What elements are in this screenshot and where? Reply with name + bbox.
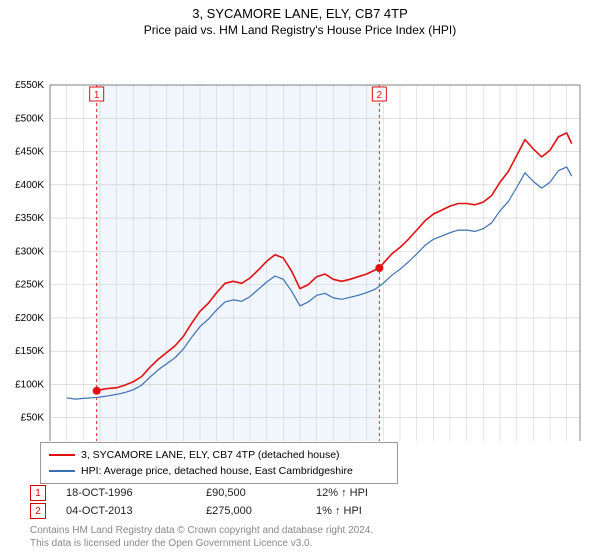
legend-swatch-property [49, 454, 75, 456]
svg-text:1: 1 [94, 90, 100, 101]
svg-text:£200K: £200K [15, 313, 44, 324]
price-chart: £0£50K£100K£150K£200K£250K£300K£350K£400… [0, 41, 600, 441]
svg-text:£50K: £50K [21, 413, 45, 424]
svg-text:£500K: £500K [15, 113, 44, 124]
svg-text:£550K: £550K [15, 80, 44, 91]
legend-item-property: 3, SYCAMORE LANE, ELY, CB7 4TP (detached… [49, 447, 389, 463]
legend-label-property: 3, SYCAMORE LANE, ELY, CB7 4TP (detached… [81, 447, 340, 463]
keypoint-marker-2: 2 [30, 503, 46, 519]
svg-text:£300K: £300K [15, 246, 44, 257]
footer-attribution: Contains HM Land Registry data © Crown c… [30, 524, 373, 550]
keypoint-hpi: 12% ↑ HPI [316, 487, 368, 499]
svg-text:2: 2 [377, 90, 383, 101]
svg-text:£100K: £100K [15, 379, 44, 390]
chart-subtitle: Price paid vs. HM Land Registry's House … [0, 21, 600, 41]
chart-title: 3, SYCAMORE LANE, ELY, CB7 4TP [0, 0, 600, 21]
svg-text:£450K: £450K [15, 147, 44, 158]
legend-item-hpi: HPI: Average price, detached house, East… [49, 463, 389, 479]
footer-line-2: This data is licensed under the Open Gov… [30, 537, 373, 550]
svg-text:£400K: £400K [15, 180, 44, 191]
footer-line-1: Contains HM Land Registry data © Crown c… [30, 524, 373, 537]
keypoints-table: 1 18-OCT-1996 £90,500 12% ↑ HPI 2 04-OCT… [30, 484, 368, 520]
keypoint-price: £275,000 [206, 505, 316, 517]
svg-text:£350K: £350K [15, 213, 44, 224]
keypoint-row: 1 18-OCT-1996 £90,500 12% ↑ HPI [30, 484, 368, 502]
legend-label-hpi: HPI: Average price, detached house, East… [81, 463, 353, 479]
keypoint-price: £90,500 [206, 487, 316, 499]
keypoint-row: 2 04-OCT-2013 £275,000 1% ↑ HPI [30, 502, 368, 520]
svg-text:£150K: £150K [15, 346, 44, 357]
keypoint-date: 04-OCT-2013 [66, 505, 206, 517]
keypoint-hpi: 1% ↑ HPI [316, 505, 362, 517]
keypoint-marker-1: 1 [30, 485, 46, 501]
legend-swatch-hpi [49, 470, 75, 472]
keypoint-date: 18-OCT-1996 [66, 487, 206, 499]
legend: 3, SYCAMORE LANE, ELY, CB7 4TP (detached… [40, 442, 398, 484]
svg-text:£250K: £250K [15, 280, 44, 291]
